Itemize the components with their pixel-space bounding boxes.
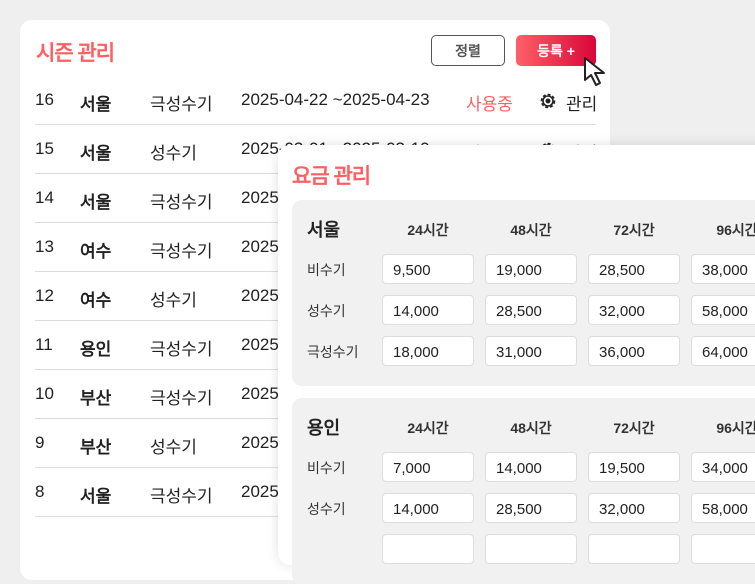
row-number: 8	[35, 482, 45, 501]
sort-button[interactable]: 정렬	[431, 35, 505, 66]
price-input[interactable]: 64,000	[691, 336, 755, 366]
add-button[interactable]: 등록 +	[516, 35, 596, 66]
row-season: 극성수기	[150, 389, 213, 408]
duration-header: 72시간	[613, 420, 655, 436]
row-date-range: 2025	[241, 335, 279, 354]
row-date-range: 2025-04-22 ~2025-04-23	[241, 90, 430, 109]
duration-header: 24시간	[407, 222, 449, 238]
duration-header: 96시간	[716, 420, 755, 436]
duration-header: 72시간	[613, 222, 655, 238]
row-season: 성수기	[150, 291, 197, 310]
price-input[interactable]: 9,500	[382, 254, 474, 284]
row-date-range: 2025	[241, 237, 279, 256]
row-season: 성수기	[150, 438, 197, 457]
season-label: 성수기	[307, 501, 346, 517]
mouse-cursor-icon	[584, 57, 605, 86]
price-input[interactable]	[588, 534, 680, 564]
row-season: 극성수기	[150, 193, 213, 212]
price-input[interactable]: 36,000	[588, 336, 680, 366]
row-city: 서울	[80, 193, 112, 212]
price-input[interactable]	[485, 534, 577, 564]
duration-header: 48시간	[510, 420, 552, 436]
season-label: 성수기	[307, 303, 346, 319]
row-number: 9	[35, 433, 45, 452]
price-input[interactable]: 32,000	[588, 295, 680, 325]
group-city: 용인	[307, 418, 341, 438]
row-number: 10	[35, 384, 54, 403]
row-date-range: 2025	[241, 188, 279, 207]
row-city: 서울	[80, 144, 112, 163]
price-input[interactable]: 32,000	[588, 493, 680, 523]
row-number: 14	[35, 188, 54, 207]
row-number: 13	[35, 237, 54, 256]
price-input[interactable]: 14,000	[382, 493, 474, 523]
row-date-range: 2025	[241, 286, 279, 305]
price-input[interactable]: 28,500	[485, 295, 577, 325]
row-city: 서울	[80, 487, 112, 506]
price-input[interactable]	[382, 534, 474, 564]
season-label: 극성수기	[307, 344, 359, 360]
row-city: 서울	[80, 95, 112, 114]
duration-header: 48시간	[510, 222, 552, 238]
row-season: 성수기	[150, 144, 197, 163]
gear-icon[interactable]	[538, 91, 558, 116]
row-number: 12	[35, 286, 54, 305]
manage-link[interactable]: 관리	[566, 95, 598, 114]
price-input[interactable]: 18,000	[382, 336, 474, 366]
row-season: 극성수기	[150, 95, 213, 114]
price-input[interactable]: 34,000	[691, 452, 755, 482]
row-date-range: 2025	[241, 384, 279, 403]
row-season: 극성수기	[150, 242, 213, 261]
table-row[interactable]: 16 서울 극성수기 2025-04-22 ~2025-04-23 사용중 관리	[35, 76, 598, 125]
row-date-range: 2025	[241, 433, 279, 452]
row-number: 11	[35, 335, 53, 354]
price-input[interactable]: 14,000	[485, 452, 577, 482]
pricing-title: 요금 관리	[292, 165, 371, 188]
price-input[interactable]: 19,500	[588, 452, 680, 482]
row-season: 극성수기	[150, 340, 213, 359]
group-city: 서울	[307, 220, 341, 240]
status-badge: 사용중	[466, 95, 513, 114]
row-number: 15	[35, 139, 54, 158]
price-input[interactable]: 38,000	[691, 254, 755, 284]
row-date-range: 2025	[241, 482, 279, 501]
duration-header: 24시간	[407, 420, 449, 436]
row-city: 여수	[80, 242, 112, 261]
page-title: 시즌 관리	[36, 42, 115, 65]
row-city: 용인	[80, 340, 112, 359]
price-input[interactable]	[691, 534, 755, 564]
price-input[interactable]: 28,500	[588, 254, 680, 284]
row-city: 부산	[80, 389, 112, 408]
price-input[interactable]: 14,000	[382, 295, 474, 325]
season-label: 비수기	[307, 460, 346, 476]
season-label: 비수기	[307, 262, 346, 278]
row-season: 극성수기	[150, 487, 213, 506]
row-city: 여수	[80, 291, 112, 310]
price-input[interactable]: 19,000	[485, 254, 577, 284]
row-number: 16	[35, 90, 54, 109]
pricing-management-panel: 요금 관리 서울 24시간 48시간 72시간 96시간 비수기 9,500 19,000 28…	[278, 145, 755, 584]
price-input[interactable]: 58,000	[691, 493, 755, 523]
price-input[interactable]: 28,500	[485, 493, 577, 523]
row-city: 부산	[80, 438, 112, 457]
price-input[interactable]: 58,000	[691, 295, 755, 325]
price-input[interactable]: 7,000	[382, 452, 474, 482]
price-input[interactable]: 31,000	[485, 336, 577, 366]
duration-header: 96시간	[716, 222, 755, 238]
